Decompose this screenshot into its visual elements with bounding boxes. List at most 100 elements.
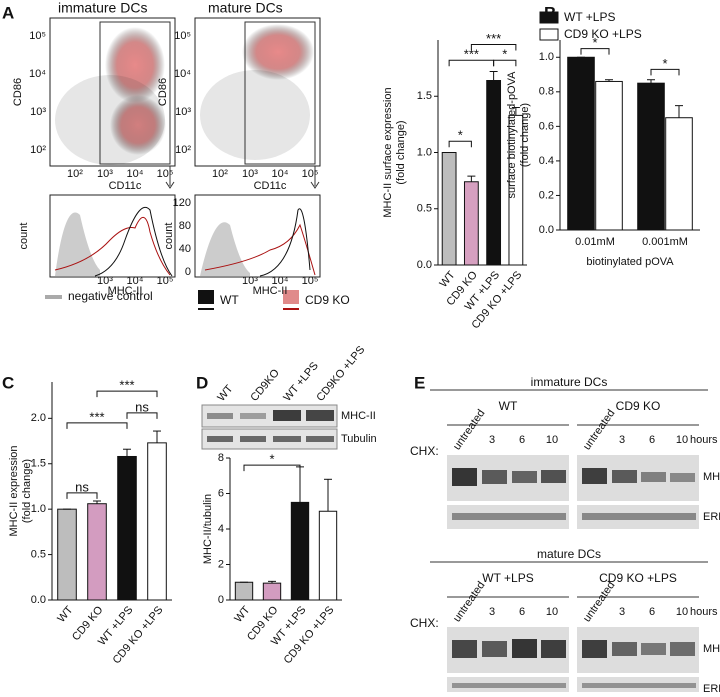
blot-e	[430, 389, 708, 692]
band-label: ERM	[703, 511, 720, 523]
y-tick-label: 10²	[175, 144, 191, 156]
unit-label: hours	[690, 606, 718, 618]
y-tick-label: 6	[218, 487, 224, 499]
error-bar	[467, 175, 476, 182]
y-tick-label: 0.8	[539, 86, 554, 98]
y-tick-label: 0.6	[539, 120, 554, 132]
x-tick-label: 10⁵	[157, 275, 174, 287]
sig-bracket	[243, 464, 301, 472]
time-label: untreated	[581, 579, 617, 624]
scatter-imm	[49, 17, 176, 167]
error-bar	[489, 71, 498, 81]
lane-label: WT	[215, 383, 235, 404]
chx-label: CHX:	[410, 616, 439, 630]
sig-label: *	[662, 56, 667, 71]
y-axis-title: count	[163, 223, 175, 250]
x-tick-label: 10⁴	[272, 168, 289, 180]
x-tick-label: 0.001mM	[642, 236, 688, 248]
sig-label: *	[592, 35, 597, 50]
panel-label: A	[2, 3, 14, 22]
time-label: 10	[546, 606, 558, 618]
error-bar	[123, 448, 131, 457]
time-label: 6	[519, 606, 525, 618]
error-bar	[153, 430, 161, 443]
arrow	[310, 181, 320, 189]
band-label: Tubulin	[341, 433, 377, 445]
sig-label: ***	[89, 409, 104, 424]
y-tick-label: 1.0	[31, 503, 46, 515]
time-label: untreated	[581, 407, 617, 452]
y-tick-label: 120	[173, 197, 191, 209]
sig-bracket	[493, 59, 517, 67]
hist-mat	[194, 194, 321, 278]
time-label: 3	[619, 606, 625, 618]
y-tick-label: 10³	[175, 106, 191, 118]
bar	[637, 82, 665, 231]
y-tick-label: 2	[218, 558, 224, 570]
legend-swatch	[539, 11, 559, 24]
legend-label: CD9 KO	[305, 293, 350, 307]
x-tick-label: 10²	[67, 168, 83, 180]
legend-label: CD9 KO +LPS	[564, 27, 642, 41]
group-label: WT	[499, 399, 518, 413]
y-tick-label: 10⁴	[29, 68, 46, 80]
sig-bracket	[66, 422, 128, 429]
lane-label: CD9KO	[248, 367, 282, 404]
time-label: 6	[519, 434, 525, 446]
y-tick-label: 0	[218, 594, 224, 606]
y-tick-label: 2.0	[31, 412, 46, 424]
flow-title: immature DCs	[58, 0, 147, 16]
panel-label: E	[414, 373, 425, 392]
time-label: 10	[546, 434, 558, 446]
x-tick-label: 10⁴	[127, 275, 144, 287]
unit-label: hours	[690, 434, 718, 446]
y-tick-label: 1.5	[31, 458, 46, 470]
y-tick-label: 0.4	[539, 155, 554, 167]
band-label: MHC-II	[703, 643, 720, 655]
time-label: untreated	[451, 407, 487, 452]
band-label: MHC-II	[341, 410, 376, 422]
error-bar	[675, 105, 683, 118]
chx-label: CHX:	[410, 444, 439, 458]
y-tick-label: 4	[218, 523, 224, 535]
x-tick-label: 10²	[212, 168, 228, 180]
bar	[567, 56, 595, 231]
sig-label: *	[269, 452, 274, 467]
legend-label: negative control	[68, 289, 153, 303]
x-tick-label: 10⁴	[127, 168, 144, 180]
flow-title: mature DCs	[208, 0, 283, 16]
time-label: 3	[489, 434, 495, 446]
y-axis-title: (fold change)	[395, 120, 407, 184]
y-axis-title: (fold change)	[21, 459, 33, 523]
y-tick-label: 10³	[30, 106, 46, 118]
sig-bracket	[66, 492, 98, 499]
x-tick-label: 10⁵	[302, 168, 319, 180]
y-axis-title: count	[18, 223, 30, 250]
x-axis-title: MHC-II	[108, 285, 143, 297]
bar	[665, 117, 693, 231]
y-tick-label: 0	[185, 266, 191, 278]
x-axis-title: biotinylated pOVA	[586, 256, 674, 268]
y-axis-title: MHC-II/tubulin	[202, 494, 214, 564]
y-tick-label: 40	[179, 243, 191, 255]
y-tick-label: 10⁵	[29, 30, 46, 42]
bar	[87, 503, 107, 601]
group-label: CD9 KO +LPS	[599, 571, 677, 585]
time-label: 6	[649, 606, 655, 618]
y-tick-label: 10⁵	[174, 30, 191, 42]
x-tick-label: 10³	[97, 275, 113, 287]
x-tick-label: 10⁵	[302, 275, 319, 287]
x-tick-label: 10⁵	[157, 168, 174, 180]
y-axis-title: surface biotinylated-pOVA	[506, 71, 518, 199]
x-axis-title: CD11c	[109, 180, 142, 192]
y-tick-label: 0.2	[539, 189, 554, 201]
x-tick-label: WT	[55, 604, 75, 625]
y-tick-label: 0.0	[31, 594, 46, 606]
y-tick-label: 0.0	[539, 224, 554, 236]
scatter-mat	[194, 17, 321, 167]
sig-label: *	[502, 47, 507, 62]
blot	[201, 404, 338, 428]
bar	[486, 80, 502, 266]
sig-bracket	[126, 412, 158, 419]
